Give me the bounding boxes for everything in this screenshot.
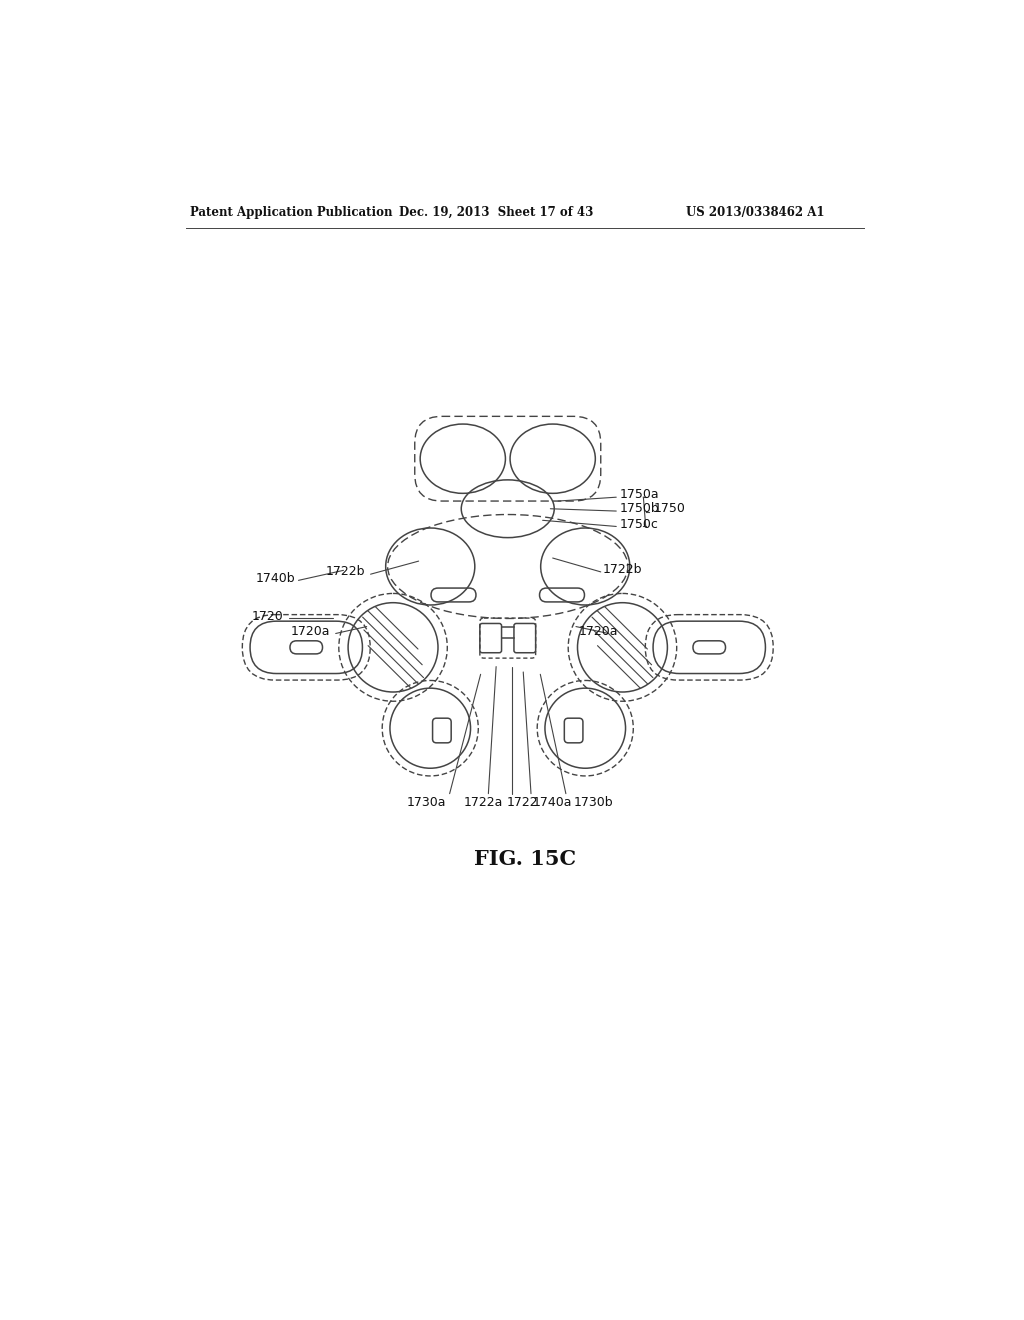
- Text: Dec. 19, 2013  Sheet 17 of 43: Dec. 19, 2013 Sheet 17 of 43: [399, 206, 594, 219]
- Text: 1740a: 1740a: [532, 796, 572, 809]
- Text: 1750: 1750: [653, 502, 685, 515]
- Text: US 2013/0338462 A1: US 2013/0338462 A1: [686, 206, 824, 219]
- Text: 1720a: 1720a: [579, 624, 618, 638]
- Text: 1722a: 1722a: [464, 796, 503, 809]
- Text: 1730b: 1730b: [573, 796, 613, 809]
- Text: 1722b: 1722b: [603, 564, 643, 576]
- Text: 1730a: 1730a: [407, 796, 446, 809]
- Text: 1722: 1722: [506, 796, 538, 809]
- Text: 1720a: 1720a: [291, 624, 331, 638]
- Text: 1740b: 1740b: [256, 573, 296, 585]
- Text: 1750b: 1750b: [621, 502, 659, 515]
- Text: 1722b: 1722b: [326, 565, 366, 578]
- Text: 1750c: 1750c: [621, 517, 659, 531]
- Text: 1720: 1720: [252, 610, 284, 623]
- Text: Patent Application Publication: Patent Application Publication: [190, 206, 392, 219]
- Text: FIG. 15C: FIG. 15C: [474, 849, 575, 869]
- Text: 1750a: 1750a: [621, 488, 659, 502]
